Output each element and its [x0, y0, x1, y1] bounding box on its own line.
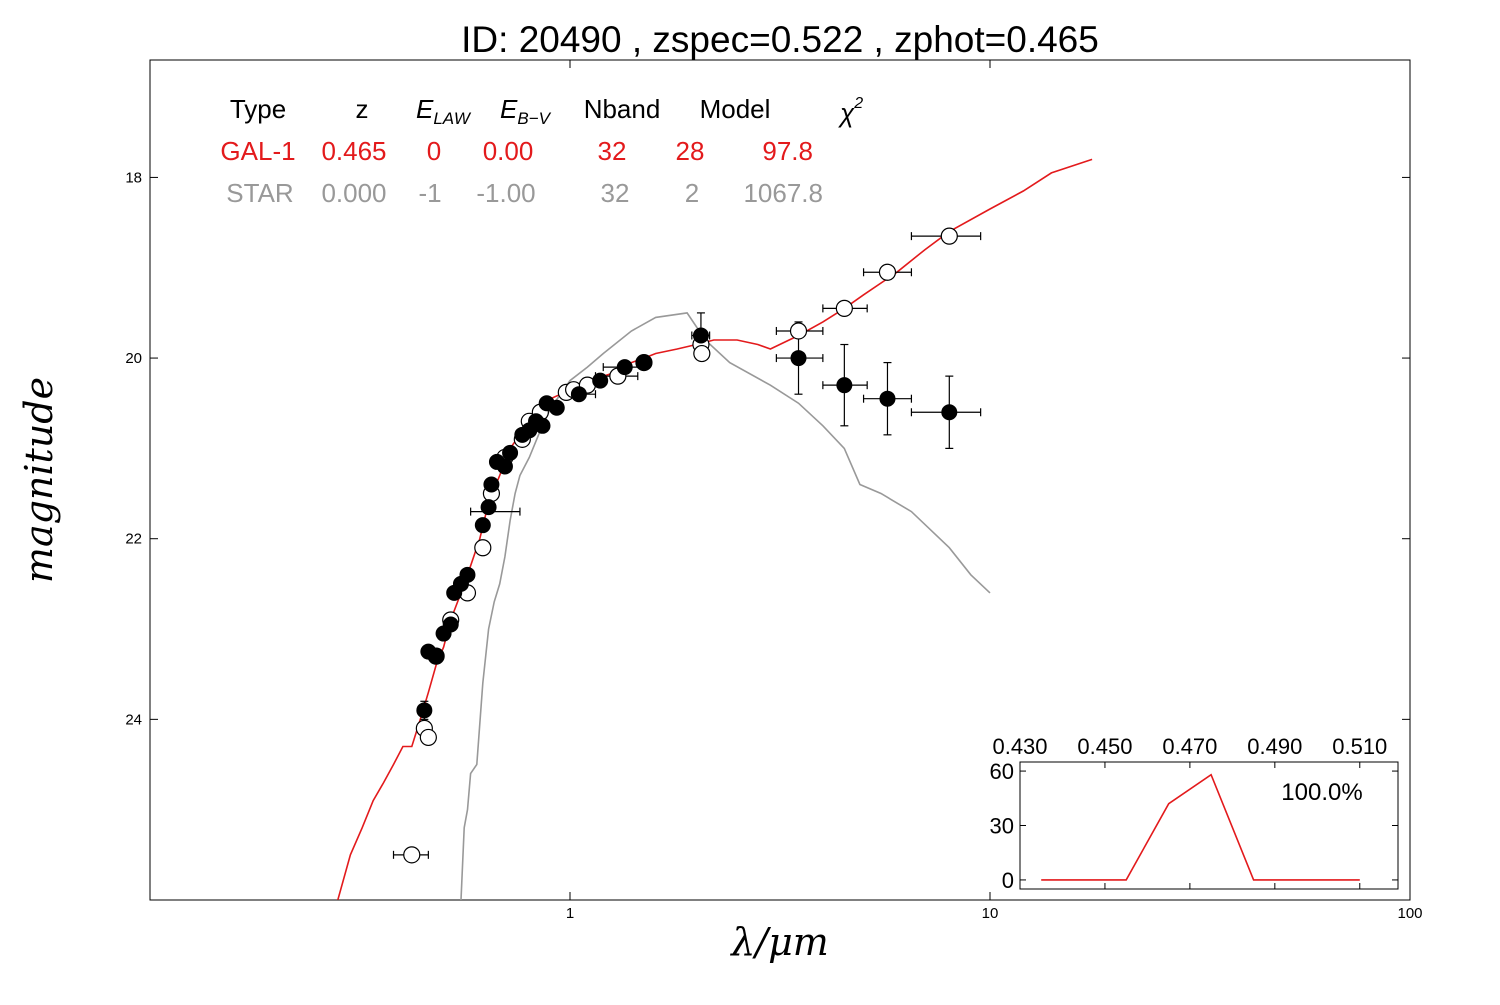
main-series — [337, 158, 1093, 900]
observed-point — [459, 566, 476, 583]
observed-point — [416, 702, 433, 719]
observed-point — [496, 458, 513, 475]
observed-point — [941, 404, 958, 421]
star-template-line — [460, 312, 991, 900]
row-star: STAR 0.000 -1 -1.00 32 2 1067.8 — [226, 178, 823, 208]
observed-point — [592, 372, 609, 389]
fit-table: Type z ELAW EB−V Nband Model χ2 GAL-1 0.… — [220, 94, 863, 208]
y-axis-label: magnitude — [17, 377, 61, 583]
pdz-line — [1041, 773, 1360, 881]
model-point — [693, 344, 711, 363]
inset-x-tick-label: 0.470 — [1162, 734, 1217, 759]
header-nband: Nband — [584, 94, 661, 124]
inset-annotation: 100.0% — [1281, 779, 1362, 806]
model-point — [835, 299, 853, 317]
observed-point — [635, 354, 652, 371]
chart-title: ID: 20490 , zspec=0.522 , zphot=0.465 — [461, 19, 1099, 60]
observed-point — [483, 476, 500, 493]
model-point — [419, 728, 437, 747]
star-nband: 32 — [601, 178, 630, 208]
inset-ticks: 0.430 0.450 0.470 0.490 0.510 0 30 60 — [990, 734, 1398, 893]
gal-elaw: 0 — [427, 136, 441, 166]
header-chi2: χ2 — [838, 95, 863, 128]
gal-ebv: 0.00 — [483, 136, 534, 166]
plot-frame — [149, 59, 1411, 901]
inset-y-tick-label: 0 — [1002, 868, 1014, 893]
inset-x-tick-label: 0.490 — [1247, 734, 1302, 759]
header-type: Type — [230, 94, 286, 124]
observed-point — [502, 444, 519, 461]
gal-type: GAL-1 — [220, 136, 295, 166]
galaxy-template-line — [337, 158, 1093, 900]
y-tick-label: 18 — [125, 169, 142, 186]
observed-point — [428, 648, 445, 665]
observed-point — [534, 417, 551, 434]
gal-model: 28 — [676, 136, 705, 166]
inset-pdz: 0.430 0.450 0.470 0.490 0.510 0 30 60 100.0% — [990, 734, 1399, 893]
y-tick-label: 20 — [125, 350, 142, 367]
inset-series — [1041, 773, 1360, 881]
star-chi2: 1067.8 — [743, 178, 823, 208]
model-point — [403, 846, 421, 864]
observed-point — [616, 359, 633, 376]
star-ebv: -1.00 — [476, 178, 535, 208]
inset-y-tick-label: 60 — [990, 759, 1014, 784]
inset-x-tick-label: 0.510 — [1332, 734, 1387, 759]
gal-nband: 32 — [598, 136, 627, 166]
y-tick-label: 24 — [125, 711, 142, 728]
x-tick-label: 100 — [1397, 905, 1422, 922]
header-ebv: EB−V — [500, 94, 552, 128]
observed-point — [548, 399, 565, 416]
x-tick-label: 1 — [566, 905, 574, 922]
observed-point — [790, 350, 807, 367]
header-z: z — [356, 94, 369, 124]
star-elaw: -1 — [418, 178, 441, 208]
model-point — [940, 227, 958, 245]
model-point — [878, 263, 897, 281]
observed-point — [442, 616, 459, 633]
observed-point — [480, 499, 497, 516]
gal-z: 0.465 — [321, 136, 386, 166]
gal-chi2: 97.8 — [762, 136, 813, 166]
observed-point — [692, 327, 709, 344]
inset-x-tick-label: 0.430 — [992, 734, 1047, 759]
model-point — [474, 539, 492, 557]
x-axis-label: λ/μm — [729, 920, 829, 964]
observed-point — [879, 390, 896, 407]
star-model: 2 — [685, 178, 699, 208]
model-point — [789, 322, 808, 340]
header-elaw: ELAW — [416, 94, 472, 128]
header-model: Model — [700, 94, 771, 124]
x-tick-label: 10 — [982, 905, 999, 922]
row-gal: GAL-1 0.465 0 0.00 32 28 97.8 — [220, 136, 813, 166]
inset-frame — [1019, 761, 1399, 890]
inset-y-tick-label: 30 — [990, 814, 1014, 839]
y-tick-label: 22 — [125, 531, 142, 548]
star-z: 0.000 — [321, 178, 386, 208]
observed-point — [474, 517, 491, 534]
star-type: STAR — [226, 178, 293, 208]
observed-point — [836, 377, 853, 394]
inset-x-tick-label: 0.450 — [1077, 734, 1132, 759]
observed-point — [570, 386, 587, 403]
